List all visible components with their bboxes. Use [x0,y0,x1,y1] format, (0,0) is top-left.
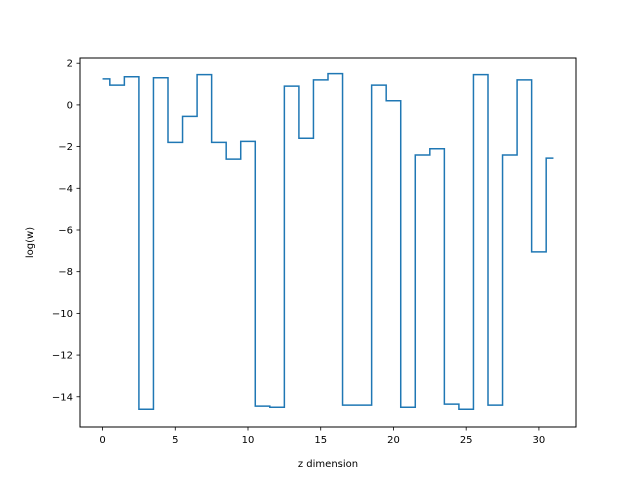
y-axis: 2 0 −2 −4 −6 −8 −10 −12 −14 [52,59,80,403]
x-tick-label: 0 [99,435,105,446]
y-tick-label: 0 [67,100,73,111]
x-tick-label: 20 [387,435,400,446]
y-tick-label: 2 [67,59,73,70]
y-tick-label: −2 [58,142,73,153]
series-line-0 [102,72,554,411]
y-tick-label: −12 [52,351,73,362]
y-tick-label: −8 [58,267,73,278]
y-tick-label: −4 [58,184,73,195]
x-axis: 0 5 10 15 20 25 30 [99,427,545,446]
y-tick-label: −14 [52,392,73,403]
plot-area-frame [79,57,577,428]
y-tick-label: −6 [58,225,73,236]
x-tick-label: 10 [242,435,255,446]
x-tick-label: 5 [172,435,178,446]
y-tick-label: −10 [52,309,73,320]
x-tick-label: 25 [460,435,473,446]
x-tick-label: 30 [533,435,546,446]
x-tick-label: 15 [314,435,327,446]
y-axis-label: log(w) [25,227,36,258]
x-axis-label: z dimension [298,459,358,470]
